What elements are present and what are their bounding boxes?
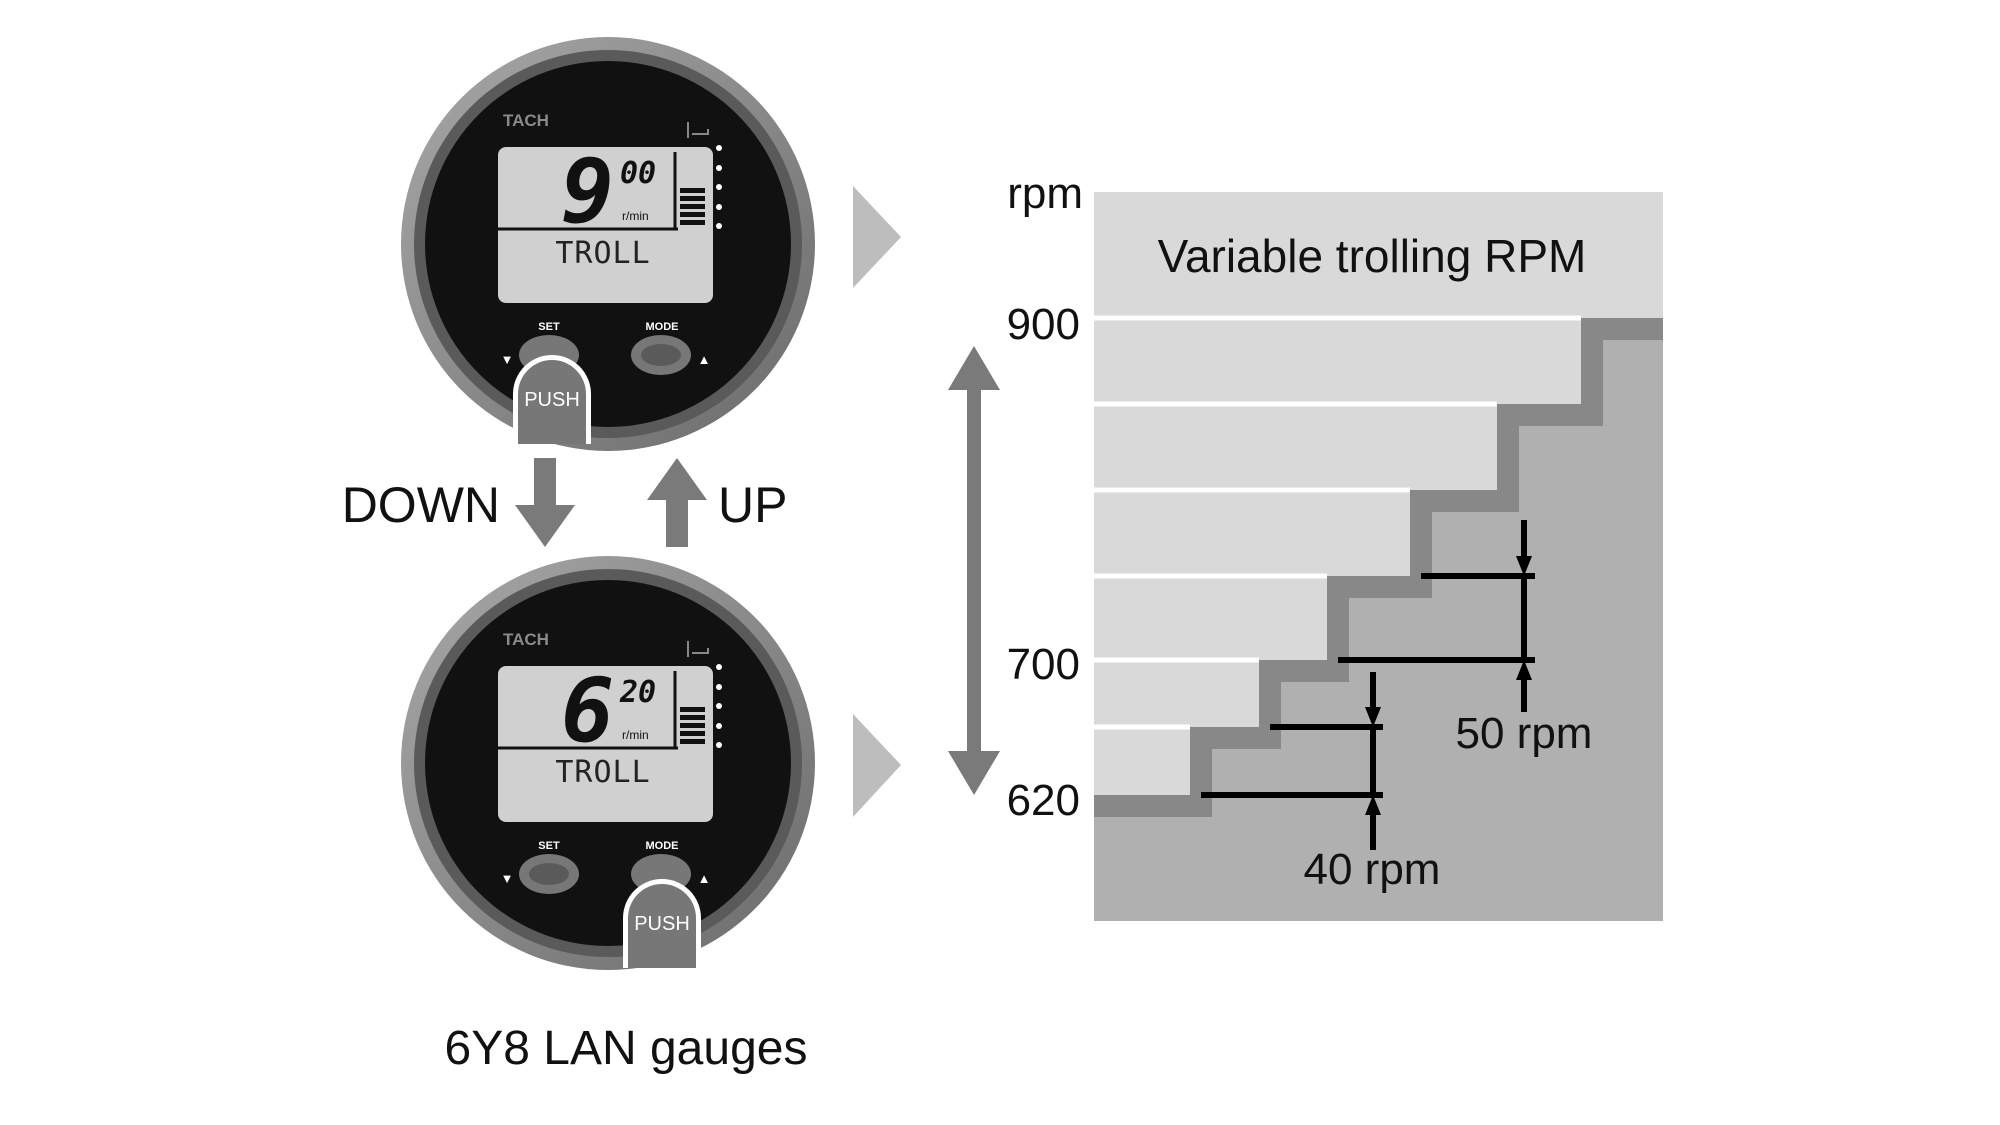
rpm-unit: r/min: [622, 728, 649, 742]
tick-900: 900: [1007, 300, 1080, 349]
dimension-40: [1201, 672, 1383, 850]
rpm-main-digit: 9: [561, 140, 614, 243]
gauge-top: TACH 9 00 r/min TROLL SET MODE ▼ ▲ PUSH: [401, 37, 815, 451]
indicator-dots: [716, 664, 722, 748]
up-triangle-icon: ▲: [698, 352, 711, 367]
mode-label: MODE: [646, 840, 679, 852]
up-arrow-icon: [647, 458, 707, 547]
tick-620: 620: [1007, 776, 1080, 825]
rpm-main-digit: 6: [561, 659, 614, 762]
staircase-fill: [1094, 318, 1663, 921]
pointer-triangle-icon: [853, 186, 901, 288]
dimension-50: [1338, 520, 1535, 712]
gauge-brand: TACH: [503, 111, 549, 130]
gauge-bottom: TACH 6 20 r/min TROLL SET MODE ▼ ▲ PUSH: [401, 556, 815, 970]
finger-push-icon: PUSH: [623, 879, 701, 968]
lcd-display: [498, 666, 713, 822]
set-label: SET: [538, 840, 560, 852]
down-arrow-icon: [515, 458, 575, 547]
down-triangle-icon: ▼: [501, 352, 514, 367]
mode-text: TROLL: [555, 236, 650, 271]
tick-700: 700: [1007, 640, 1080, 689]
push-label: PUSH: [524, 389, 580, 411]
bar-graph: [680, 188, 705, 225]
push-label: PUSH: [634, 913, 690, 935]
up-triangle-icon: ▲: [698, 871, 711, 886]
lcd-display: [498, 147, 713, 303]
down-triangle-icon: ▼: [501, 871, 514, 886]
staircase-line: [1094, 318, 1663, 817]
gauge-brand: TACH: [503, 630, 549, 649]
pointer-triangle-icon: [853, 714, 901, 817]
caption: 6Y8 LAN gauges: [445, 1022, 808, 1075]
range-double-arrow-icon: [948, 346, 1000, 795]
mode-label: MODE: [646, 321, 679, 333]
axis-unit: rpm: [1007, 169, 1083, 218]
up-label: UP: [718, 477, 787, 533]
mode-text: TROLL: [555, 755, 650, 790]
step-large-label: 50 rpm: [1456, 709, 1593, 758]
staircase-chart: Variable trolling RPM 50 rpm 40 rpm: [1094, 192, 1663, 921]
rpm-unit: r/min: [622, 209, 649, 223]
bar-graph: [680, 707, 705, 744]
trolling-icon: [687, 122, 709, 138]
trolling-icon: [687, 641, 709, 657]
gridlines: [1094, 315, 1581, 730]
rpm-sub-digits: 00: [620, 156, 656, 191]
rpm-sub-digits: 20: [619, 675, 656, 710]
set-label: SET: [538, 321, 560, 333]
chart-title: Variable trolling RPM: [1158, 230, 1587, 282]
finger-push-icon: PUSH: [513, 355, 591, 444]
down-label: DOWN: [342, 477, 500, 533]
indicator-dots: [716, 145, 722, 229]
step-small-label: 40 rpm: [1304, 845, 1441, 894]
